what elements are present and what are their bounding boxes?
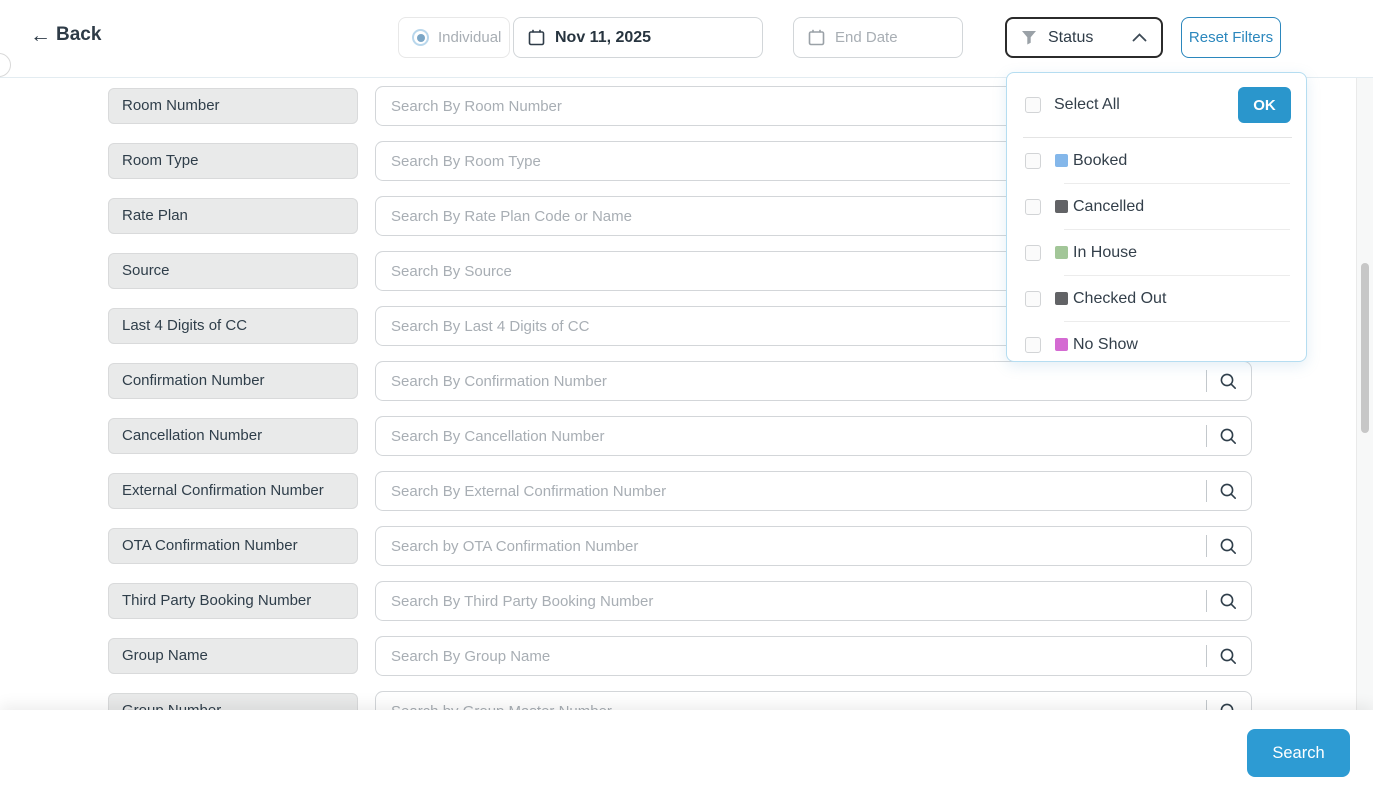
search-icon[interactable] xyxy=(1218,591,1238,611)
status-color-swatch xyxy=(1055,200,1068,213)
reservation-search-form: Room Number Room Type Rate Plan xyxy=(0,86,1373,746)
status-checkbox[interactable] xyxy=(1025,198,1041,215)
external-confirmation-number-input[interactable] xyxy=(375,471,1252,511)
status-select-all-row: Select All OK xyxy=(1007,73,1306,137)
chevron-up-icon xyxy=(1132,33,1147,42)
confirmation-number-input[interactable] xyxy=(375,361,1252,401)
field-label: Room Number xyxy=(108,88,358,124)
calendar-icon xyxy=(528,29,545,46)
status-checkbox[interactable] xyxy=(1025,336,1041,353)
search-icon[interactable] xyxy=(1218,371,1238,391)
status-option-cancelled[interactable]: Cancelled xyxy=(1007,184,1306,229)
filter-funnel-icon xyxy=(1021,30,1037,45)
status-option-booked[interactable]: Booked xyxy=(1007,138,1306,183)
input-divider xyxy=(1206,480,1207,502)
form-row-ota-confirmation-number: OTA Confirmation Number xyxy=(0,526,1373,581)
radio-selected-icon xyxy=(412,29,429,46)
ok-button[interactable]: OK xyxy=(1238,87,1291,123)
search-button[interactable]: Search xyxy=(1247,729,1350,777)
form-row-group-name: Group Name xyxy=(0,636,1373,691)
status-filter-dropdown-button[interactable]: Status xyxy=(1005,17,1163,58)
field-label: Group Name xyxy=(108,638,358,674)
calendar-icon xyxy=(808,29,825,46)
option-divider xyxy=(1064,321,1290,322)
form-row-external-confirmation-number: External Confirmation Number xyxy=(0,471,1373,526)
group-name-input[interactable] xyxy=(375,636,1252,676)
back-label: Back xyxy=(56,24,102,45)
select-all-label: Select All xyxy=(1054,96,1120,113)
status-option-label: Cancelled xyxy=(1073,197,1145,215)
field-label: Cancellation Number xyxy=(108,418,358,454)
text-input[interactable] xyxy=(376,362,1206,400)
field-label: Room Type xyxy=(108,143,358,179)
back-arrow-icon: ← xyxy=(30,23,51,47)
option-divider xyxy=(1064,183,1290,184)
ota-confirmation-number-input[interactable] xyxy=(375,526,1252,566)
back-button[interactable]: ← Back xyxy=(30,24,101,46)
option-divider xyxy=(1064,229,1290,230)
status-color-swatch xyxy=(1055,246,1068,259)
status-checkbox[interactable] xyxy=(1025,290,1041,307)
status-dropdown-panel: Select All OK Booked Cancelled In House … xyxy=(1006,72,1307,362)
form-row-confirmation-number: Confirmation Number xyxy=(0,361,1373,416)
input-divider xyxy=(1206,370,1207,392)
status-checkbox[interactable] xyxy=(1025,152,1041,169)
end-date-picker[interactable]: End Date xyxy=(793,17,963,58)
field-label: External Confirmation Number xyxy=(108,473,358,509)
search-icon[interactable] xyxy=(1218,481,1238,501)
panel-divider xyxy=(1023,137,1292,138)
field-label: Third Party Booking Number xyxy=(108,583,358,619)
search-icon[interactable] xyxy=(1218,646,1238,666)
start-date-picker[interactable]: Nov 11, 2025 xyxy=(513,17,763,58)
text-input[interactable] xyxy=(376,582,1206,620)
reset-filters-label: Reset Filters xyxy=(1188,29,1274,46)
status-option-label: In House xyxy=(1073,243,1138,261)
form-row-cancellation-number: Cancellation Number xyxy=(0,416,1373,471)
input-divider xyxy=(1206,535,1207,557)
status-option-no-show[interactable]: No Show xyxy=(1007,322,1306,361)
select-all-checkbox[interactable] xyxy=(1025,97,1041,113)
field-label: Rate Plan xyxy=(108,198,358,234)
cancellation-number-input[interactable] xyxy=(375,416,1252,456)
status-option-in-house[interactable]: In House xyxy=(1007,230,1306,275)
vertical-scrollbar-track[interactable] xyxy=(1356,78,1373,793)
status-option-label: No Show xyxy=(1073,335,1138,353)
third-party-booking-number-input[interactable] xyxy=(375,581,1252,621)
text-input[interactable] xyxy=(376,417,1206,455)
text-input[interactable] xyxy=(376,637,1206,675)
status-option-label: Checked Out xyxy=(1073,289,1167,307)
start-date-value: Nov 11, 2025 xyxy=(555,28,652,46)
field-label: Confirmation Number xyxy=(108,363,358,399)
status-checkbox[interactable] xyxy=(1025,244,1041,261)
status-color-swatch xyxy=(1055,338,1068,351)
footer-action-bar: Search xyxy=(0,710,1373,793)
status-option-label: Booked xyxy=(1073,151,1128,169)
status-color-swatch xyxy=(1055,292,1068,305)
booking-type-individual-radio[interactable]: Individual xyxy=(398,17,510,58)
vertical-scrollbar-thumb[interactable] xyxy=(1361,263,1369,433)
field-label: Last 4 Digits of CC xyxy=(108,308,358,344)
reset-filters-button[interactable]: Reset Filters xyxy=(1181,17,1281,58)
input-divider xyxy=(1206,590,1207,612)
status-filter-label: Status xyxy=(1048,28,1094,46)
form-row-third-party-booking-number: Third Party Booking Number xyxy=(0,581,1373,636)
search-icon[interactable] xyxy=(1218,536,1238,556)
text-input[interactable] xyxy=(376,527,1206,565)
field-label: Source xyxy=(108,253,358,289)
input-divider xyxy=(1206,645,1207,667)
status-color-swatch xyxy=(1055,154,1068,167)
option-divider xyxy=(1064,275,1290,276)
filter-header-bar: ← Back Individual Nov 11, 2025 End Date … xyxy=(0,0,1373,78)
search-icon[interactable] xyxy=(1218,426,1238,446)
text-input[interactable] xyxy=(376,472,1206,510)
booking-type-label: Individual xyxy=(438,29,502,46)
field-label: OTA Confirmation Number xyxy=(108,528,358,564)
end-date-placeholder: End Date xyxy=(835,29,898,46)
input-divider xyxy=(1206,425,1207,447)
status-option-checked-out[interactable]: Checked Out xyxy=(1007,276,1306,321)
